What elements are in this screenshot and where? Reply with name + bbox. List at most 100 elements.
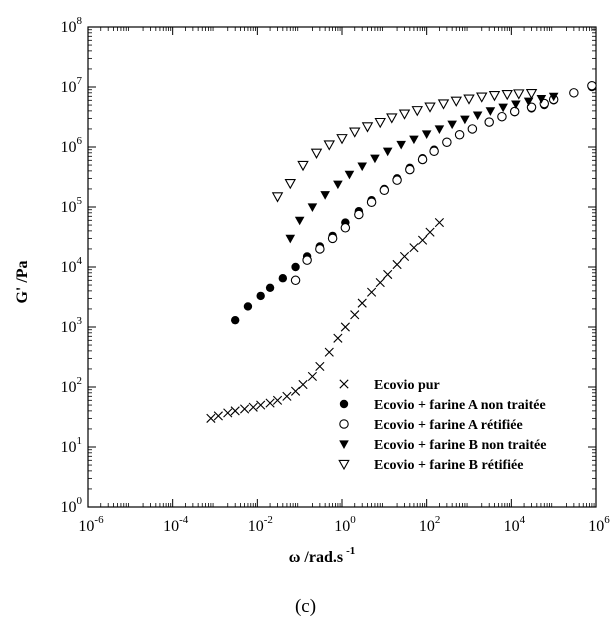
- x-tick-label-base: 10: [504, 518, 520, 535]
- y-tick-label: 103: [61, 315, 83, 336]
- data-point: [434, 125, 445, 134]
- data-point: [425, 227, 435, 237]
- data-point: [392, 259, 402, 270]
- data-point: [256, 400, 266, 410]
- y-tick-label-exponent: 1: [77, 435, 83, 447]
- data-point: [282, 391, 292, 401]
- x-tick-label-exponent: -2: [264, 514, 273, 526]
- data-point: [498, 103, 508, 113]
- x-tick-label-exponent: 6: [604, 514, 610, 526]
- data-point: [213, 411, 223, 421]
- legend-item: Ecovio + farine B non traitée: [339, 438, 546, 453]
- legend-item: Ecovio pur: [339, 378, 440, 393]
- axes: 10-6 10-4 10-2 100 102 104 1061001011021031041…: [61, 15, 611, 535]
- data-point: [467, 124, 478, 134]
- data-point: [361, 122, 374, 133]
- data-point: [349, 127, 361, 138]
- data-point: [513, 89, 525, 100]
- x-tick-label: 104: [504, 514, 526, 535]
- legend-item: Ecovio + farine A non traitée: [339, 398, 546, 413]
- x-tick-label-exponent: -4: [179, 514, 189, 526]
- data-point: [488, 91, 501, 102]
- y-tick-label-base: 10: [61, 139, 77, 156]
- data-point: [484, 117, 494, 127]
- x-tick-label-base: 10: [248, 518, 264, 535]
- legend-label: Ecovio + farine B rétifiée: [374, 458, 523, 473]
- data-point: [374, 117, 386, 129]
- data-point: [366, 197, 377, 207]
- data-point: [278, 274, 288, 283]
- data-point: [315, 361, 325, 372]
- y-tick-label-exponent: 2: [77, 375, 83, 387]
- data-point: [511, 100, 521, 110]
- x-tick-label-base: 10: [334, 518, 350, 535]
- data-point: [327, 233, 338, 244]
- data-point: [476, 92, 488, 103]
- data-point: [472, 111, 483, 121]
- data-point: [298, 379, 308, 390]
- data-point: [357, 298, 367, 308]
- plot-frame: [87, 26, 597, 508]
- data-point: [324, 347, 334, 357]
- data-point: [333, 180, 343, 190]
- data-point: [290, 386, 301, 396]
- data-point: [240, 404, 250, 414]
- data-point: [206, 413, 216, 423]
- x-tick-label-exponent: 2: [435, 514, 441, 526]
- data-point: [437, 99, 450, 110]
- data-point: [392, 175, 402, 185]
- x-tick-label: 10-4: [163, 514, 189, 535]
- y-tick-label-base: 10: [61, 379, 77, 396]
- data-point: [485, 107, 496, 116]
- data-point: [248, 402, 258, 412]
- y-tick-label-base: 10: [61, 199, 77, 216]
- legend-marker: [339, 399, 349, 409]
- data-point: [424, 102, 436, 113]
- data-point: [548, 92, 559, 102]
- legend-marker: [338, 459, 350, 471]
- data-point: [284, 178, 297, 190]
- x-axis-label: ω /rad.s -1: [289, 545, 356, 566]
- y-tick-label-base: 10: [61, 79, 77, 96]
- data-point: [405, 164, 415, 175]
- data-point: [454, 130, 465, 140]
- y-tick-label: 108: [61, 15, 83, 36]
- x-tick-label: 100: [334, 514, 356, 535]
- data-point: [409, 135, 419, 145]
- data-point: [587, 80, 597, 91]
- data-point: [370, 154, 380, 164]
- data-point: [463, 94, 475, 105]
- x-axis-label-superscript: -1: [346, 545, 355, 557]
- data-point: [297, 160, 309, 172]
- y-tick-label: 104: [61, 255, 83, 276]
- y-tick-label-exponent: 8: [77, 15, 83, 27]
- data-point: [383, 269, 393, 280]
- y-axis-label: G' /Pa: [14, 260, 31, 303]
- series-2: [290, 80, 597, 286]
- x-tick-label-base: 10: [78, 518, 94, 535]
- y-tick-label-exponent: 4: [77, 255, 83, 267]
- data-point: [285, 234, 296, 244]
- data-point: [526, 102, 537, 112]
- data-point: [497, 111, 507, 122]
- y-tick-label-base: 10: [61, 259, 77, 276]
- data-point: [409, 243, 419, 253]
- y-tick-label: 100: [61, 495, 83, 516]
- data-point: [265, 283, 275, 293]
- data-point: [525, 88, 538, 100]
- data-point: [523, 97, 534, 107]
- x-axis-label-text: ω /rad.s: [289, 549, 343, 566]
- data-point: [447, 120, 457, 130]
- y-tick-label-exponent: 0: [77, 495, 83, 507]
- data-point: [302, 255, 312, 265]
- y-tick-label-base: 10: [61, 19, 77, 36]
- data-point: [333, 333, 343, 343]
- data-point: [442, 137, 452, 147]
- legend-label: Ecovio pur: [374, 378, 440, 393]
- data-point: [340, 322, 350, 332]
- x-tick-label-base: 10: [163, 518, 179, 535]
- y-tick-label: 101: [61, 435, 83, 456]
- data-point: [310, 148, 323, 159]
- data-point: [243, 302, 253, 311]
- y-tick-label-exponent: 3: [77, 315, 83, 327]
